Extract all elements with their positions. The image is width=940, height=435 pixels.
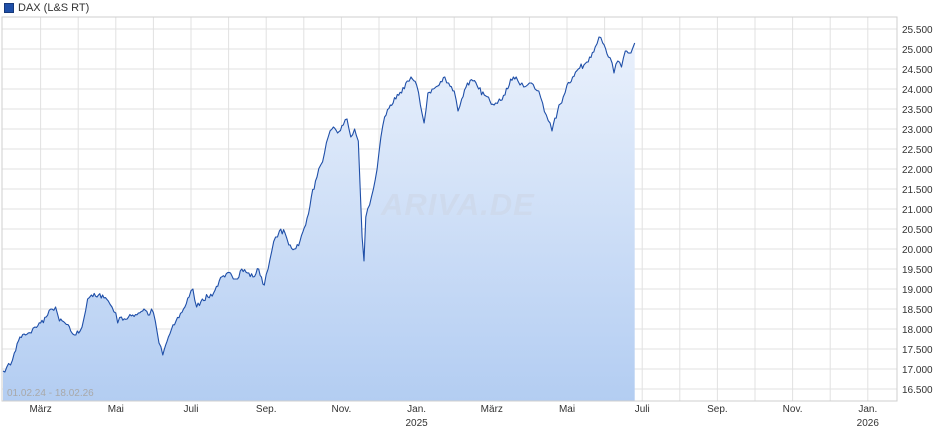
y-tick-label: 22.500 — [902, 145, 933, 156]
y-tick-label: 24.000 — [902, 85, 933, 96]
x-tick-label: Mai — [559, 404, 575, 415]
x-axis-tick-labels: März Mai Juli Sep. Nov. Jan. 2025 März Mai Juli Se… — [29, 404, 879, 429]
y-tick-label: 25.500 — [902, 25, 933, 36]
x-tick-label: März — [29, 404, 51, 415]
x-tick-label: März — [481, 404, 503, 415]
y-tick-label: 23.500 — [902, 105, 933, 116]
legend: DAX (L&S RT) — [4, 1, 89, 15]
x-tick-label: Mai — [108, 404, 124, 415]
x-tick-label: Jan. — [407, 404, 426, 415]
y-tick-label: 23.000 — [902, 125, 933, 136]
y-tick-label: 20.500 — [902, 225, 933, 236]
y-tick-label: 19.000 — [902, 285, 933, 296]
series-line — [2, 36, 636, 373]
x-tick-label: Sep. — [707, 404, 728, 415]
x-tick-label: Nov. — [783, 404, 803, 415]
y-tick-label: 25.000 — [902, 45, 933, 56]
y-tick-label: 22.000 — [902, 165, 933, 176]
x-tick-label: Juli — [183, 404, 198, 415]
y-axis-tick-labels: 16.500 17.000 17.500 18.000 18.500 19.000 19.5… — [902, 25, 933, 396]
y-tick-label: 21.500 — [902, 185, 933, 196]
y-tick-label: 18.500 — [902, 305, 933, 316]
x-tick-label: Jan. — [858, 404, 877, 415]
date-range-label: 01.02.24 - 18.02.26 — [7, 388, 94, 399]
y-tick-label: 24.500 — [902, 65, 933, 76]
legend-label: DAX (L&S RT) — [18, 2, 90, 14]
y-tick-label: 21.000 — [902, 205, 933, 216]
y-tick-label: 20.000 — [902, 245, 933, 256]
plot-frame — [1, 16, 898, 402]
y-tick-label: 18.000 — [902, 325, 933, 336]
x-tick-year-label: 2025 — [405, 418, 428, 429]
y-tick-label: 16.500 — [902, 385, 933, 396]
x-tick-label: Nov. — [331, 404, 351, 415]
y-tick-label: 19.500 — [902, 265, 933, 276]
series-area-fill — [3, 37, 635, 401]
y-tick-label: 17.000 — [902, 365, 933, 376]
x-tick-label: Sep. — [256, 404, 277, 415]
watermark: ARIVA.DE — [381, 187, 535, 222]
x-tick-label: Juli — [635, 404, 650, 415]
x-tick-year-label: 2026 — [857, 418, 880, 429]
legend-swatch — [4, 3, 14, 13]
y-tick-label: 17.500 — [902, 345, 933, 356]
